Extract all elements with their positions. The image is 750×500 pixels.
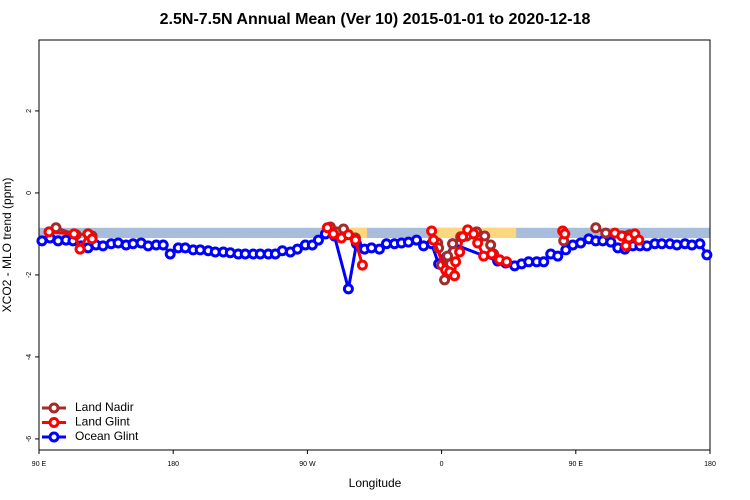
point [486,248,498,260]
point [501,256,513,268]
point [454,246,466,258]
point [411,234,423,246]
point [342,229,354,241]
x-tick-label: 180 [167,461,179,468]
y-tick-label: 0 [26,191,33,195]
point [485,239,497,251]
point [312,234,324,246]
point [321,222,333,234]
point [701,249,713,261]
point [449,270,461,282]
point [468,228,480,240]
legend-marker [48,417,60,428]
x-tick-label: 0 [440,461,444,468]
point [457,231,469,243]
point [633,234,645,246]
y-tick-label: -4 [26,354,33,360]
point [447,238,459,250]
point [342,283,354,295]
point [600,227,612,239]
y-tick-label: 2 [26,109,33,113]
legend-marker [48,431,60,443]
point [356,259,368,271]
point [43,226,55,238]
point [349,234,361,246]
y-tick-label: -2 [26,272,33,278]
x-tick-label: 180 [704,461,716,468]
point [426,225,438,237]
point [479,230,491,242]
point [472,237,484,249]
legend-marker [48,402,60,414]
y-tick-label: -6 [26,436,33,442]
point [373,243,385,255]
point [442,250,454,262]
point [559,228,571,240]
point [86,233,98,245]
point [538,256,550,268]
x-axis-label: Longitude [349,476,402,490]
point [575,237,587,249]
point [590,222,602,234]
point [157,239,169,251]
point [291,243,303,255]
point [428,234,440,246]
point [164,248,176,260]
point [68,228,80,240]
band [39,227,710,239]
point [552,250,564,262]
legend-label: Land Nadir [75,400,134,414]
x-tick-label: 90 W [299,461,316,468]
point [450,256,462,268]
point [605,236,617,248]
legend-label: Land Glint [75,415,130,429]
chart-title: 2.5N-7.5N Annual Mean (Ver 10) 2015-01-0… [160,11,591,28]
y-axis-label: XCO2 - MLO trend (ppm) [0,178,14,313]
point [694,238,706,250]
point [439,274,451,286]
point [327,228,339,240]
x-tick-label: 90 E [569,461,584,468]
point [74,243,86,255]
legend-label: Ocean Glint [75,429,139,443]
x-tick-label: 90 E [32,461,47,468]
